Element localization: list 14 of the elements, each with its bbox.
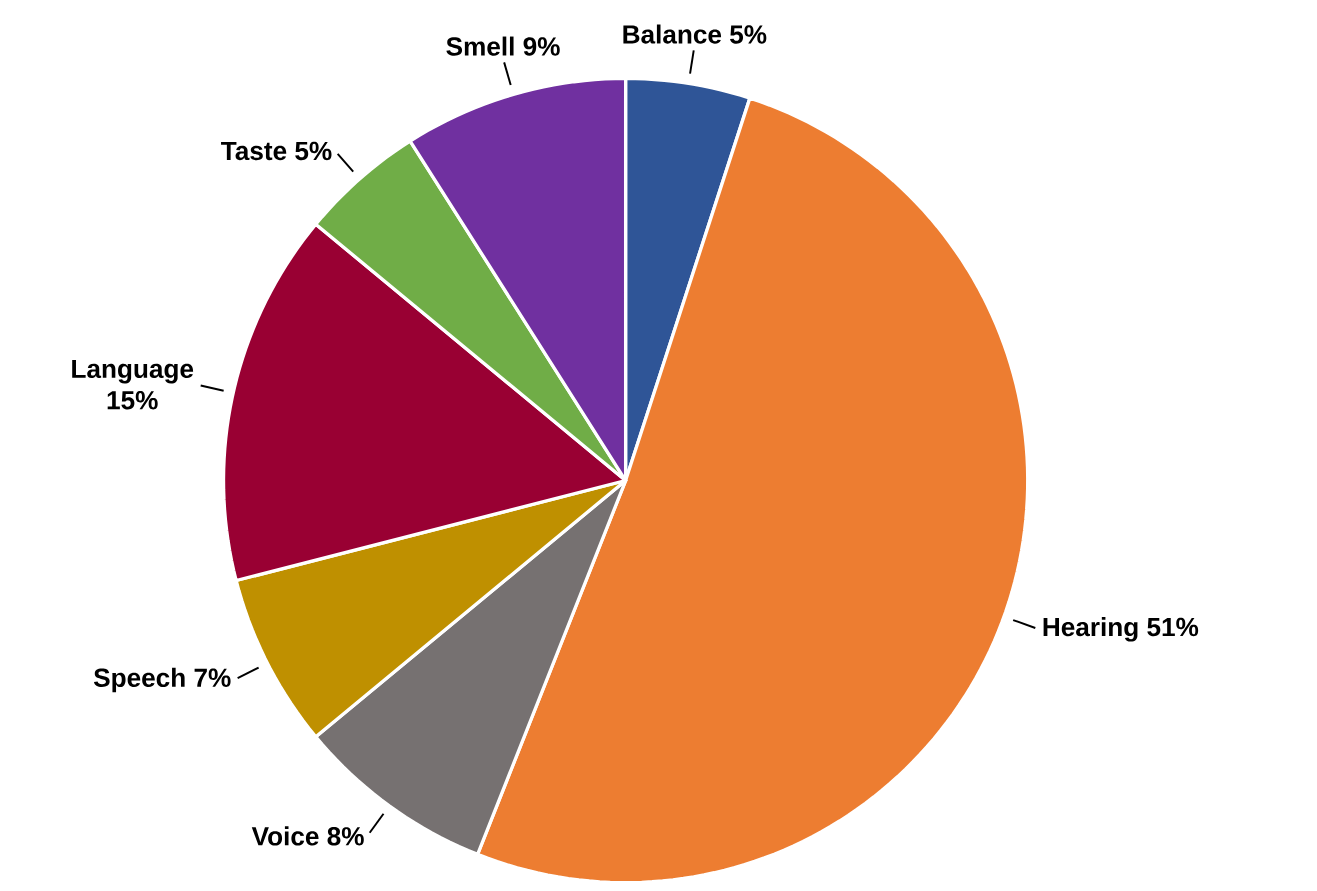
- slice-label: Hearing: [1043, 616, 1138, 642]
- data-label: 5%: [730, 25, 767, 44]
- data-label: 7%: [194, 668, 231, 687]
- slice-label: Balance: [623, 24, 722, 44]
- data-label: 8%: [327, 826, 364, 846]
- slice-label: Language: [72, 359, 194, 384]
- data-label: 51%: [1147, 617, 1199, 637]
- slice-label: Taste: [221, 141, 287, 160]
- slice-label: Voice: [251, 826, 319, 846]
- data-label: 5%: [295, 141, 332, 160]
- slice-label: Speech: [93, 667, 185, 692]
- data-label: 15%: [107, 390, 158, 410]
- slice-label: Smell: [446, 36, 514, 56]
- data-label: 9%: [523, 37, 560, 56]
